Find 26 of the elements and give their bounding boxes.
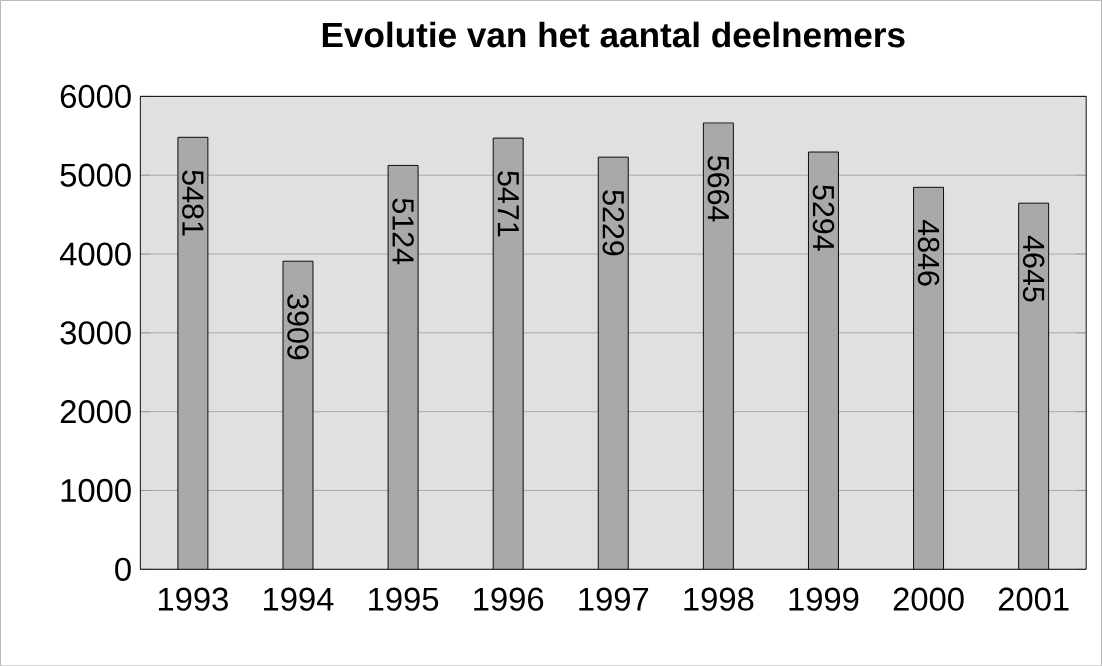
y-tick-label: 5000 bbox=[60, 163, 131, 187]
data-label: 5481 bbox=[182, 170, 204, 236]
data-label: 5294 bbox=[812, 184, 835, 251]
y-tick-label: 3000 bbox=[60, 321, 131, 345]
y-tick-label: 6000 bbox=[60, 84, 131, 108]
data-label: 5229 bbox=[602, 190, 625, 256]
x-tick-label: 2001 bbox=[998, 587, 1069, 611]
data-label: 4645 bbox=[1022, 235, 1045, 302]
x-tick-label: 1994 bbox=[264, 587, 334, 611]
x-tick-label: 1998 bbox=[684, 587, 754, 611]
y-tick-label: 2000 bbox=[60, 399, 131, 424]
data-label: 3909 bbox=[287, 294, 309, 360]
x-tick-label: 1995 bbox=[369, 587, 439, 611]
data-label: 4846 bbox=[917, 219, 940, 286]
data-label: 5124 bbox=[392, 198, 414, 264]
data-label: 5664 bbox=[707, 155, 730, 222]
chart-title: Evolutie van het aantal deelnemers bbox=[322, 21, 905, 48]
x-tick-label: 2000 bbox=[893, 587, 964, 611]
x-tick-label: 1996 bbox=[474, 587, 544, 611]
y-tick-label: 1000 bbox=[61, 478, 131, 502]
x-tick-label: 1999 bbox=[789, 587, 859, 611]
x-tick-label: 1997 bbox=[579, 587, 649, 611]
data-label: 5471 bbox=[497, 171, 519, 237]
x-tick-label: 1993 bbox=[158, 587, 228, 611]
y-tick-label: 4000 bbox=[59, 242, 131, 266]
y-tick-label: 0 bbox=[115, 557, 131, 581]
